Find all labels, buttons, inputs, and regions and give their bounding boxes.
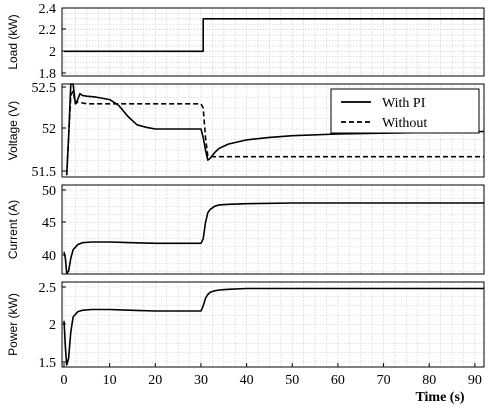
x-tick-label: 50 (285, 373, 299, 388)
panel-current: 40 45 50 Current (A) (6, 184, 485, 275)
y-tick-label: 2 (49, 45, 56, 60)
grid (62, 185, 484, 274)
series-line-1 (64, 17, 484, 53)
panel-voltage: 51.5 52 52.5 Voltage (V) With PI Without (6, 81, 485, 180)
x-axis-label: Time (s) (415, 390, 464, 405)
x-tick-label: 20 (148, 373, 162, 388)
series-line-without (65, 90, 484, 176)
plot-frame (61, 7, 485, 77)
y-tick-label: 2.4 (39, 2, 57, 17)
series-line-1 (63, 202, 484, 275)
y-tick-label: 1.5 (39, 356, 57, 371)
y-tick-label: 52 (42, 122, 56, 137)
y-axis-label: Current (A) (6, 200, 20, 259)
x-tick-label: 90 (468, 373, 482, 388)
legend-label-with-pi: With PI (382, 96, 426, 111)
y-tick-label: 40 (42, 249, 56, 264)
chart-panels: 1.8 2 2.2 2.4 Load (kW) 51.5 52 52.5 Voltage (V)… (6, 2, 485, 405)
legend-label-without: Without (382, 116, 427, 131)
y-tick-label: 51.5 (32, 165, 57, 180)
y-axis-label: Power (kW) (6, 293, 20, 356)
grid (62, 282, 484, 367)
panel-power: 1.5 2 2.5 Power (kW) 0 10 20 30 40 50 60 70 80 90 Time… (6, 281, 485, 405)
y-tick-label: 50 (42, 184, 56, 199)
legend: With PI Without (330, 88, 480, 134)
y-tick-label: 2.5 (39, 281, 57, 296)
x-tick-label: 40 (240, 373, 254, 388)
plot-frame (61, 83, 485, 178)
series-line-1 (63, 287, 484, 366)
y-axis-label: Load (kW) (6, 14, 20, 69)
x-tick-label: 30 (194, 373, 208, 388)
legend-box (330, 88, 480, 134)
x-tick-label: 10 (103, 373, 117, 388)
x-tick-label: 60 (331, 373, 345, 388)
y-axis-label: Voltage (V) (6, 101, 20, 160)
series-line-with-pi (65, 83, 485, 176)
plot-frame (61, 184, 485, 275)
y-tick-label: 2 (49, 318, 56, 333)
panel-load: 1.8 2 2.2 2.4 Load (kW) (6, 2, 485, 82)
x-tick-label: 80 (422, 373, 436, 388)
x-tick-label: 70 (377, 373, 391, 388)
y-tick-label: 52.5 (32, 81, 57, 96)
y-tick-label: 45 (42, 216, 56, 231)
y-tick-label: 1.8 (39, 67, 57, 82)
x-tick-label: 0 (61, 373, 68, 388)
y-tick-label: 2.2 (39, 23, 57, 38)
